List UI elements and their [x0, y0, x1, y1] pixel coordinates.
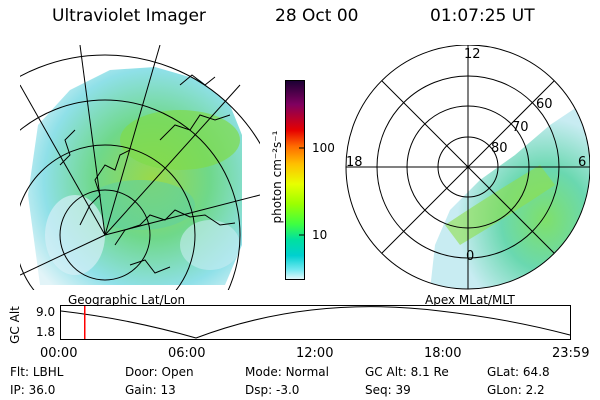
- info-gain: Gain: 13: [125, 383, 176, 397]
- info-gc-alt: GC Alt: 8.1 Re: [365, 365, 449, 379]
- colorbar-tick-10: 10: [312, 228, 328, 242]
- coastline-outline: [59, 74, 236, 274]
- geographic-image: [20, 45, 260, 290]
- timeline-axis-label: GC Alt: [8, 306, 22, 344]
- info-dsp: Dsp: -3.0: [245, 383, 300, 397]
- info-glon: GLon: 2.2: [487, 383, 545, 397]
- mlat-label-60: 60: [536, 97, 553, 112]
- app-title: Ultraviolet Imager: [52, 6, 206, 26]
- mlat-label-70: 70: [512, 120, 529, 135]
- info-flt: Flt: LBHL: [10, 365, 64, 379]
- polar-aurora-image: [430, 105, 590, 289]
- timeline-ytick-low: 1.8: [36, 325, 56, 339]
- timeline-xtick-0: 00:00: [40, 346, 78, 361]
- aurora-image: [28, 67, 242, 285]
- mlat-label-80: 80: [491, 141, 508, 156]
- date-label: 28 Oct 00: [275, 6, 359, 26]
- right-panel-caption: Apex MLat/MLT: [425, 293, 515, 307]
- timeline-ytick-high: 9.0: [36, 305, 56, 319]
- timeline-xtick-1: 06:00: [168, 346, 206, 361]
- mlt-label-0: 0: [466, 249, 475, 264]
- info-mode: Mode: Normal: [245, 365, 329, 379]
- colorbar-unit-label: photon cm⁻²s⁻¹: [270, 130, 284, 224]
- mlt-label-18: 18: [346, 155, 363, 170]
- timeline-xtick-4: 23:59: [552, 346, 590, 361]
- colorbar: [285, 80, 305, 280]
- altitude-timeline: [60, 305, 571, 340]
- time-label: 01:07:25 UT: [430, 6, 535, 26]
- info-ip: IP: 36.0: [10, 383, 56, 397]
- colorbar-tick-100: 100: [312, 141, 335, 155]
- left-panel-caption: Geographic Lat/Lon: [68, 293, 186, 307]
- timeline-xtick-3: 18:00: [424, 346, 462, 361]
- info-door: Door: Open: [125, 365, 194, 379]
- info-seq: Seq: 39: [365, 383, 411, 397]
- polar-grid: [345, 45, 590, 290]
- polar-mlat-mlt-plot: [345, 45, 590, 290]
- altitude-curve: [60, 306, 571, 339]
- info-glat: GLat: 64.8: [487, 365, 550, 379]
- mlt-label-12: 12: [464, 47, 481, 62]
- mlt-label-6: 6: [578, 155, 587, 170]
- lat-lon-grid: [20, 45, 260, 290]
- timeline-xtick-2: 12:00: [296, 346, 334, 361]
